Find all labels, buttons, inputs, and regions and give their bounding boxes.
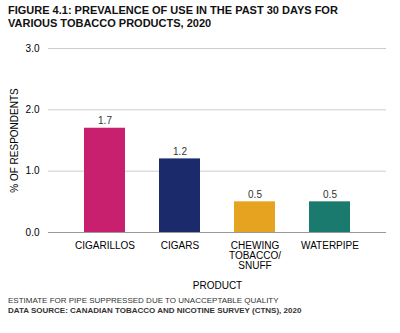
svg-text:% OF RESPONDENTS: % OF RESPONDENTS (9, 88, 20, 193)
svg-text:1.2: 1.2 (173, 146, 187, 157)
html-text:FIGURE 4.1: PREVALENCE OF USE: FIGURE 4.1: PREVALENCE OF USE IN THE PAS… (8, 4, 338, 29)
svg-text:WATERPIPE: WATERPIPE (301, 240, 359, 251)
svg-text:0.5: 0.5 (248, 189, 262, 200)
svg-text:1.0: 1.0 (26, 165, 40, 176)
svg-text:0.0: 0.0 (26, 227, 40, 238)
html-text:DATA SOURCE: CANADIAN TOBACCO: DATA SOURCE: CANADIAN TOBACCO AND NICOTI… (8, 306, 302, 315)
svg-text:CIGARILLOS: CIGARILLOS (75, 240, 135, 251)
html-text:ESTIMATE FOR PIPE SUPPRESSED D: ESTIMATE FOR PIPE SUPPRESSED DUE TO UNAC… (8, 296, 279, 305)
svg-text:CIGARS: CIGARS (161, 240, 200, 251)
svg-text:2.0: 2.0 (26, 104, 40, 115)
svg-text:1.7: 1.7 (98, 115, 112, 126)
svg-text:PRODUCT: PRODUCT (193, 280, 242, 291)
svg-text:CHEWINGTOBACCO/SNUFF: CHEWINGTOBACCO/SNUFF (229, 240, 281, 271)
svg-text:3.0: 3.0 (26, 43, 40, 54)
svg-text:0.5: 0.5 (323, 189, 337, 200)
